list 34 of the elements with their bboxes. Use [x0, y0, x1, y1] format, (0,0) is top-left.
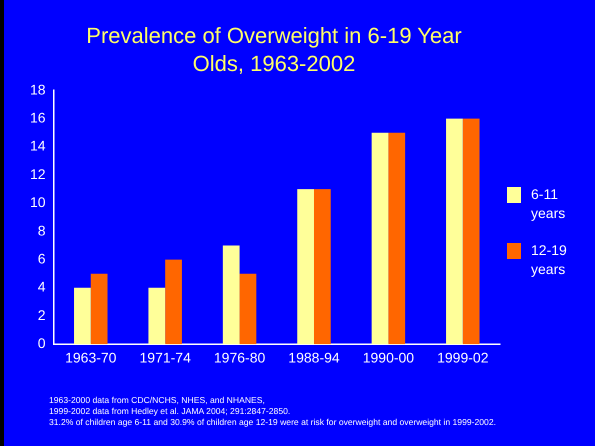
- y-tick-label: 10: [30, 194, 46, 210]
- y-tick-label: 14: [30, 138, 46, 154]
- bar: [165, 260, 182, 344]
- bar: [297, 189, 314, 344]
- text: 1999-2002 data from Hedley et al. JAMA 2004; 291:2847-2850.: [49, 406, 292, 417]
- bar: [74, 288, 91, 344]
- bar: [462, 118, 480, 344]
- bar: [314, 189, 331, 344]
- text: 31.2% of children age 6-11 and 30.9% of children age 12-19 were at risk for overweight and overweight in 1999-2002.: [49, 417, 496, 428]
- y-tick-label: 0: [38, 335, 46, 352]
- x-tick-label: 1988-94: [288, 349, 340, 366]
- text: 1963-2000 data from CDC/NCHS, NHES, and NHANES,: [49, 395, 266, 406]
- y-tick-label: 8: [38, 222, 46, 238]
- y-tick-label: 6: [38, 250, 46, 266]
- x-tick-label: 1971-74: [139, 349, 192, 366]
- bar: [372, 132, 388, 344]
- bar: [148, 288, 166, 344]
- bar: [446, 118, 463, 344]
- bar: [388, 132, 406, 344]
- chart-title: Prevalence of Overweight in 6-19 Year Olds, 1963-2002: [85, 22, 463, 78]
- y-tick-label: 18: [30, 81, 46, 98]
- y-tick-label: 2: [38, 306, 46, 323]
- y-tick-label: 4: [38, 278, 46, 295]
- bar: [90, 274, 108, 344]
- bar: [222, 246, 240, 344]
- legend-label: 6-11 years: [531, 185, 566, 223]
- y-tick-label: 12: [30, 166, 46, 182]
- x-tick-label: 1999-02: [437, 349, 489, 366]
- x-tick-label: 1976-80: [214, 349, 266, 366]
- legend-label: 12-19 years: [531, 241, 568, 279]
- x-tick-label: 1990-00: [362, 349, 414, 366]
- y-tick-label: 16: [30, 109, 46, 126]
- bar: [240, 274, 256, 344]
- x-tick-label: 1963-70: [65, 349, 117, 366]
